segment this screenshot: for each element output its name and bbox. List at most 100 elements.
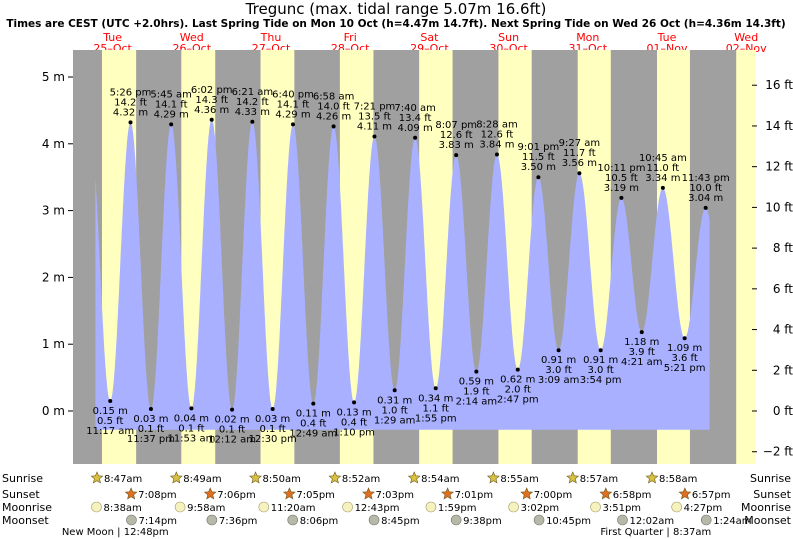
tick-label-m: 1 m [42,337,65,351]
low-tide-label: 0.91 m [583,355,618,366]
high-tide-label: 14.2 ft [114,97,147,108]
high-tide-label: 3.83 m [439,140,474,151]
moonrise-time: 3:51pm [603,503,642,514]
low-tide-label: 1.18 m [624,337,659,348]
high-tide-label: 4.29 m [275,109,310,120]
chart-subtitle: Times are CEST (UTC +2.0hrs). Last Sprin… [6,18,785,30]
low-tide-label: 12:12 am [208,435,256,446]
low-tide-label: 12:49 am [289,429,337,440]
low-tide-label: 0.1 ft [138,424,164,435]
astro-row-label-right: Moonset [744,514,791,527]
low-tide-label: 1.09 m [667,343,702,354]
sunset-time: 6:58pm [613,490,652,501]
low-tide-point [148,406,153,411]
low-tide-label: 1:10 pm [333,427,375,438]
sunrise-time: 8:57am [580,474,618,485]
low-tide-label: 1:55 pm [415,413,457,424]
low-tide-point [556,348,561,353]
moonrise-time: 3:02pm [521,503,560,514]
high-tide-label: 6:02 pm [191,85,233,96]
sunrise-time: 8:58am [659,474,697,485]
moonrise-icon [342,501,353,513]
high-tide-point [291,122,296,127]
sunset-time: 6:57pm [692,490,731,501]
low-tide-label: 0.4 ft [300,419,326,430]
high-tide-point [454,153,459,158]
high-tide-label: 3.19 m [604,183,639,194]
low-tide-label: 3.6 ft [671,353,697,364]
moonset-icon [700,514,712,526]
high-tide-label: 14.0 ft [317,101,350,112]
day-of-week: Wed [734,31,758,44]
moonset-time: 1:24am [713,516,751,527]
high-tide-label: 8:07 pm [435,120,477,131]
low-tide-label: 3.9 ft [629,347,655,358]
tick-label-ft: −2 ft [763,445,793,459]
sunset-time: 7:08pm [138,490,177,501]
low-tide-label: 11:37 pm [127,434,175,445]
sunrise-time: 8:50am [263,474,301,485]
high-tide-label: 9:27 am [559,138,601,149]
moonrise-icon [425,501,437,513]
y-axes: 0 m 1 m 2 m 3 m 4 m 5 m −2 ft 0 ft 2 ft 4 ft 6 ft 8… [42,70,793,459]
low-tide-point [270,406,275,411]
high-tide-point [619,195,624,200]
tick-label-ft: 4 ft [773,323,793,337]
low-tide-label: 0.13 m [336,407,371,418]
sunrise-icon [486,471,500,484]
moonrise-icon [508,501,519,513]
moonset-icon [287,514,299,526]
low-tide-label: 0.4 ft [341,417,367,428]
sunset-icon [441,487,455,500]
high-tide-point [372,134,377,139]
high-tide-label: 3.50 m [521,162,556,173]
high-tide-point [169,122,174,127]
low-tide-label: 3.0 ft [587,365,613,376]
moonrise-icon [590,501,601,513]
low-tide-label: 0.34 m [418,393,453,404]
tick-label-ft: 10 ft [765,200,793,214]
sunset-time: 7:01pm [455,490,494,501]
moon-phase-label: First Quarter | 8:37am [600,527,711,538]
high-tide-label: 11.5 ft [522,152,555,163]
high-tide-label: 14.2 ft [236,97,269,108]
sunset-icon [599,487,613,500]
moonrise-time: 8:38am [103,503,141,514]
day-of-week: Sun [498,31,519,44]
high-tide-point [413,135,418,140]
high-tide-label: 6:21 am [232,87,274,98]
moonset-icon [126,514,137,526]
low-tide-label: 12:30 pm [249,434,297,445]
low-tide-label: 1.0 ft [382,405,408,416]
high-tide-label: 4.36 m [194,105,229,116]
high-tide-point [494,152,499,157]
sunrise-icon [169,471,183,484]
day-of-week: Fri [344,31,357,44]
high-tide-label: 8:28 am [476,119,518,130]
moonset-icon [533,514,545,526]
moonrise-time: 12:43pm [355,503,400,514]
sunrise-time: 8:54am [421,474,459,485]
day-of-week: Tue [657,31,677,44]
low-tide-point [311,401,316,406]
day-of-week: Wed [180,31,204,44]
moonset-icon [206,514,218,526]
tide-curve [95,119,710,430]
high-tide-label: 3.84 m [479,139,514,150]
astro-row-label-left: Sunset [2,488,40,501]
moonrise-icon [174,501,186,513]
high-tide-point [536,175,541,180]
sunrise-icon [407,471,421,484]
low-tide-point [352,400,357,405]
moonrise-time: 1:59pm [438,503,477,514]
low-tide-label: 3.0 ft [545,365,571,376]
astro-row-label-left: Sunrise [2,472,43,485]
low-tide-point [108,398,113,403]
water-area [95,119,710,430]
high-tide-label: 10:45 am [639,153,687,164]
high-tide-point [250,119,255,124]
low-tide-point [230,407,235,412]
chart-title: Tregunc (max. tidal range 5.07m 16.6ft) [245,0,547,18]
low-tide-label: 2:47 pm [497,395,539,406]
tick-label-m: 5 m [42,70,65,84]
